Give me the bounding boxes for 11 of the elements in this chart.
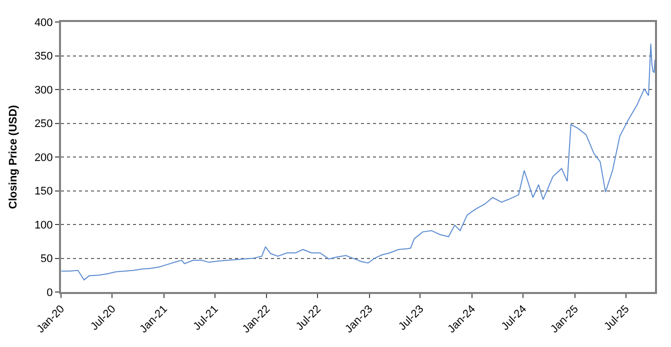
y-tick-label: 50 — [40, 253, 53, 266]
y-tick-label: 300 — [34, 84, 53, 96]
y-tick-label: 400 — [34, 16, 53, 29]
y-tick-label: 350 — [34, 50, 53, 63]
y-tick-label: 250 — [34, 118, 53, 130]
y-tick-label: 200 — [34, 152, 53, 164]
y-tick-label: 150 — [34, 186, 53, 198]
y-axis-title: Closing Price (USD) — [8, 104, 20, 209]
line-series — [61, 43, 655, 280]
y-tick-label: 0 — [46, 286, 53, 299]
y-tick-label: 100 — [34, 219, 53, 232]
